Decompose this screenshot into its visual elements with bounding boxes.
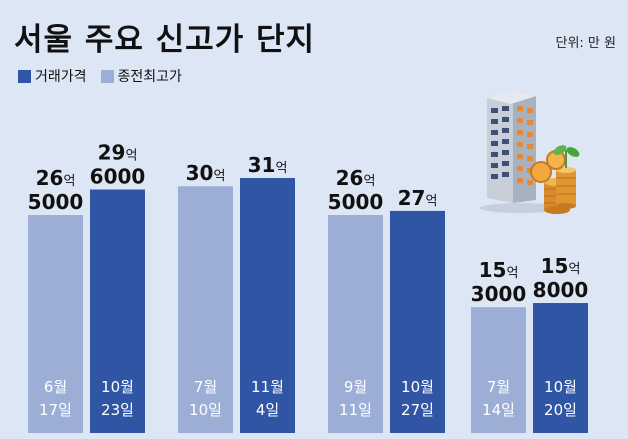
date-label-month-1-1: 6월	[44, 378, 67, 396]
legend-item-prev: 종전최고가	[100, 66, 182, 86]
value-label-top-2-1: 30억	[186, 161, 226, 185]
date-label-day-2-1: 10일	[189, 401, 222, 419]
bar-deal-4	[533, 303, 588, 433]
legend-swatch-prev	[100, 69, 114, 83]
bar-prev-4	[471, 307, 526, 433]
value-label-top-3-2: 27억	[398, 186, 438, 210]
building-side-windows	[517, 106, 533, 185]
value-label-top-1-2: 29억	[98, 141, 138, 165]
legend-label-deal: 거래가격	[35, 69, 87, 85]
bar-prev-1	[28, 215, 83, 433]
unit-label: 단위: 만 원	[555, 36, 617, 51]
bar-prev-2	[178, 186, 233, 433]
value-label-top-4-1: 15억	[479, 258, 519, 282]
legend-item-deal: 거래가격	[18, 66, 87, 86]
bar-prev-3	[328, 215, 383, 433]
date-label-month-3-2: 10월	[401, 378, 434, 396]
date-label-day-4-1: 14일	[482, 401, 515, 419]
value-label-bottom-1-2: 6000	[90, 165, 146, 189]
legend-label-prev: 종전최고가	[117, 69, 182, 85]
bar-deal-2	[240, 178, 295, 433]
bar-deal-3	[390, 210, 445, 433]
date-label-day-1-2: 23일	[101, 401, 134, 419]
date-label-month-4-1: 7월	[487, 378, 510, 396]
date-label-day-3-2: 27일	[401, 401, 434, 419]
date-label-day-4-2: 20일	[544, 401, 577, 419]
value-label-top-4-2: 15억	[541, 254, 581, 278]
legend: 거래가격 종전최고가	[18, 66, 182, 86]
coin-stack-icon	[530, 150, 576, 214]
date-label-month-2-1: 7월	[194, 378, 217, 396]
value-label-top-2-2: 31억	[248, 153, 288, 177]
date-label-month-1-2: 10월	[101, 378, 134, 396]
value-label-bottom-4-1: 3000	[471, 282, 527, 306]
chart-title: 서울 주요 신고가 단지	[14, 22, 316, 58]
date-label-month-3-1: 9월	[344, 378, 367, 396]
building-windows	[491, 106, 509, 179]
date-label-month-4-2: 10월	[544, 378, 577, 396]
legend-swatch-deal	[18, 69, 31, 83]
date-label-day-1-1: 17일	[39, 401, 72, 419]
value-label-top-3-1: 26억	[336, 166, 376, 190]
value-label-bottom-1-1: 5000	[28, 190, 84, 214]
date-label-day-3-1: 11일	[339, 401, 372, 419]
date-label-day-2-2: 4일	[256, 401, 279, 419]
value-label-top-1-1: 26억	[36, 166, 76, 190]
value-label-bottom-4-2: 8000	[533, 278, 589, 302]
value-label-bottom-3-1: 5000	[328, 190, 384, 214]
date-label-month-2-2: 11월	[251, 378, 284, 396]
sprout-icon	[553, 145, 580, 168]
bar-deal-1	[90, 189, 145, 433]
